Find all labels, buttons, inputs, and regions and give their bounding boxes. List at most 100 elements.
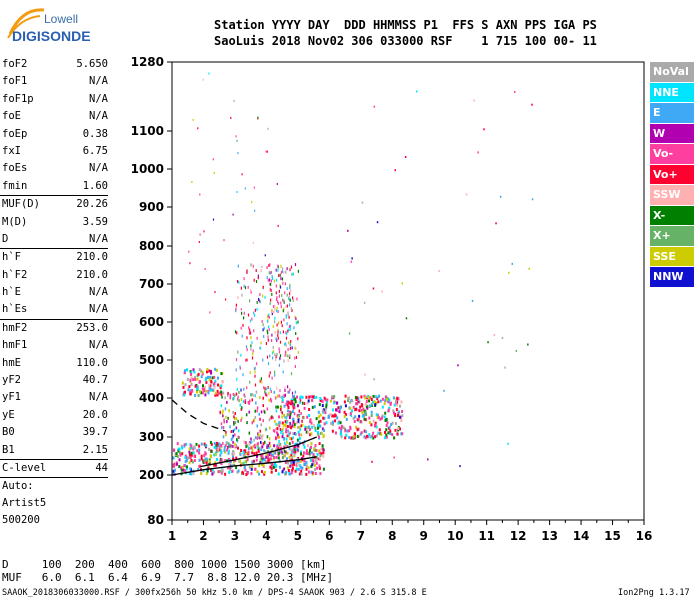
- echo-point: [190, 459, 193, 462]
- echo-point: [279, 285, 282, 289]
- echo-point: [255, 458, 258, 462]
- echo-point: [211, 388, 214, 392]
- echo-point: [188, 250, 190, 253]
- echo-point: [322, 448, 325, 452]
- echo-point: [250, 336, 252, 340]
- echo-point: [358, 409, 361, 413]
- echo-point: [307, 430, 310, 434]
- echo-point: [279, 444, 281, 448]
- echo-point: [213, 385, 216, 389]
- echo-point: [322, 454, 325, 458]
- echo-point: [242, 454, 245, 457]
- echo-point: [234, 444, 237, 448]
- echo-point: [348, 332, 351, 335]
- echo-point: [276, 427, 279, 431]
- echo-point: [397, 427, 400, 430]
- echo-point: [283, 413, 286, 417]
- echo-point: [267, 278, 269, 282]
- echo-point: [291, 449, 293, 453]
- echo-point: [265, 393, 267, 397]
- echo-point: [365, 400, 368, 403]
- echo-point: [357, 400, 360, 404]
- echo-point: [372, 436, 375, 440]
- echo-point: [303, 402, 306, 405]
- echo-point: [256, 444, 259, 448]
- echo-point: [308, 395, 311, 399]
- echo-point: [305, 464, 308, 468]
- echo-point: [336, 401, 338, 405]
- echo-point: [188, 447, 191, 451]
- echo-point: [176, 454, 179, 458]
- echo-point: [251, 464, 254, 468]
- echo-point: [266, 393, 268, 397]
- echo-point: [254, 374, 256, 378]
- echo-point: [224, 459, 227, 463]
- echo-point: [220, 458, 223, 462]
- echo-point: [268, 264, 270, 267]
- echo-point: [399, 404, 401, 408]
- echo-point: [310, 432, 313, 436]
- echo-point: [277, 443, 280, 447]
- echo-point: [300, 452, 302, 456]
- echo-point: [372, 394, 375, 398]
- echo-point: [363, 435, 366, 439]
- echo-point: [265, 387, 267, 391]
- echo-point: [250, 393, 252, 397]
- legend-item-x-: X-: [650, 205, 694, 225]
- echo-point: [329, 413, 332, 417]
- echo-point: [314, 468, 317, 471]
- echo-point: [361, 404, 364, 408]
- echo-point: [352, 435, 355, 439]
- echo-point: [384, 436, 387, 440]
- echo-point: [242, 373, 244, 377]
- parameter-name: M(D): [2, 215, 28, 228]
- echo-point: [291, 346, 293, 350]
- echo-point: [363, 429, 366, 433]
- echo-point: [274, 370, 276, 374]
- y-tick-label: 200: [139, 468, 164, 482]
- echo-point: [290, 306, 292, 310]
- echo-point: [293, 432, 296, 436]
- echo-point: [181, 381, 184, 385]
- echo-point: [192, 451, 195, 455]
- echo-point: [318, 449, 321, 453]
- echo-point: [271, 376, 273, 380]
- echo-point: [231, 452, 234, 456]
- echo-point: [361, 410, 364, 414]
- echo-point: [279, 331, 281, 335]
- echo-point: [237, 446, 239, 450]
- echo-point: [244, 286, 247, 290]
- echo-point: [272, 429, 275, 433]
- echo-point: [286, 304, 289, 308]
- echo-point: [238, 399, 240, 403]
- echo-point: [278, 347, 280, 351]
- parameter-panel: foF2 5.650 foF1 N/A foF1p N/A foE N/A foEp 0.38 fx…: [0, 56, 114, 529]
- echo-point: [385, 428, 388, 432]
- x-tick-label: 3: [231, 529, 239, 543]
- echo-point: [354, 408, 357, 412]
- echo-point: [290, 289, 292, 293]
- echo-point: [273, 451, 275, 455]
- echo-point: [333, 401, 336, 405]
- echo-point: [236, 438, 238, 442]
- echo-point: [285, 270, 287, 274]
- echo-point: [183, 464, 186, 468]
- echo-point: [283, 404, 286, 408]
- digisonde-logo: Lowell DIGISONDE: [4, 4, 100, 48]
- echo-point: [326, 398, 329, 402]
- echo-point: [188, 461, 191, 465]
- divider: [0, 248, 108, 250]
- echo-point: [274, 320, 276, 324]
- echo-point: [260, 341, 262, 345]
- echo-point: [364, 418, 367, 422]
- x-tick-label: 6: [325, 529, 333, 543]
- echo-point: [278, 439, 280, 443]
- echo-point: [344, 404, 347, 408]
- echo-point: [275, 358, 277, 362]
- echo-point: [264, 254, 266, 257]
- echo-point: [257, 276, 259, 280]
- echo-point: [237, 469, 240, 473]
- echo-point: [204, 452, 207, 456]
- echo-point: [214, 463, 217, 467]
- echo-point: [321, 400, 324, 404]
